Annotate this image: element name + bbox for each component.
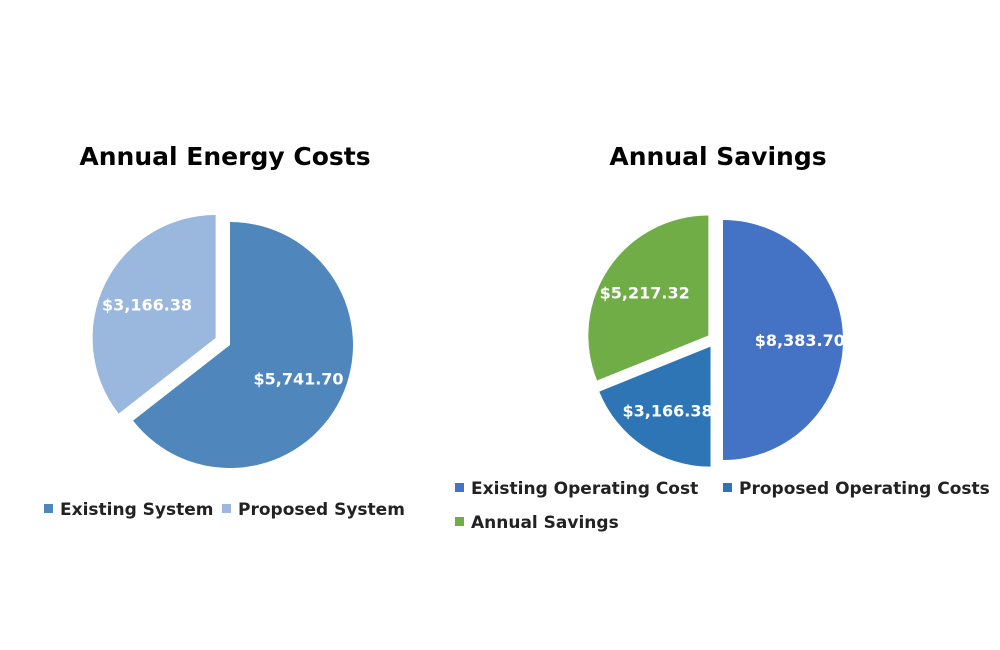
chart-annual-energy-costs: Annual Energy Costs $5,741.70 $3,166.38 E… [44, 142, 405, 520]
chart-annual-savings: Annual Savings $8,383.70 $3,166.38 $5,217.… [455, 142, 990, 533]
legend-swatch-annual-savings [455, 517, 464, 526]
chart-title-energy-costs: Annual Energy Costs [79, 142, 370, 171]
slice-label-existing-system: $5,741.70 [253, 369, 343, 388]
legend-label-proposed-system: Proposed System [238, 500, 405, 520]
slice-label-annual-savings: $5,217.32 [600, 284, 690, 303]
slice-label-existing-operating-cost: $8,383.70 [755, 331, 845, 350]
legend-label-existing-operating-cost: Existing Operating Cost [471, 479, 698, 499]
pie-annual-savings: $8,383.70 $3,166.38 $5,217.32 [588, 215, 845, 467]
legend-swatch-existing-system [44, 504, 53, 513]
legend-swatch-proposed-operating-costs [723, 483, 732, 492]
legend-swatch-proposed-system [222, 504, 231, 513]
legend-swatch-existing-operating-cost [455, 483, 464, 492]
legend-label-existing-system: Existing System [60, 500, 213, 520]
legend-label-annual-savings: Annual Savings [471, 513, 619, 533]
pie-slice-annual-savings [588, 215, 709, 381]
pie-slice-proposed-system [92, 214, 216, 414]
pie-slice-existing-system [133, 222, 353, 469]
pie-slice-existing-operating-cost [723, 220, 843, 460]
pie-energy-costs: $5,741.70 $3,166.38 [92, 214, 353, 469]
pie-slice-proposed-operating-costs [599, 346, 711, 467]
chart-title-annual-savings: Annual Savings [609, 142, 826, 171]
slice-label-proposed-system: $3,166.38 [102, 296, 192, 315]
legend-label-proposed-operating-costs: Proposed Operating Costs [739, 479, 990, 499]
legend-energy-costs: Existing System Proposed System [44, 500, 405, 520]
legend-annual-savings: Existing Operating Cost Proposed Operatin… [455, 479, 990, 533]
slice-label-proposed-operating-costs: $3,166.38 [623, 401, 713, 420]
